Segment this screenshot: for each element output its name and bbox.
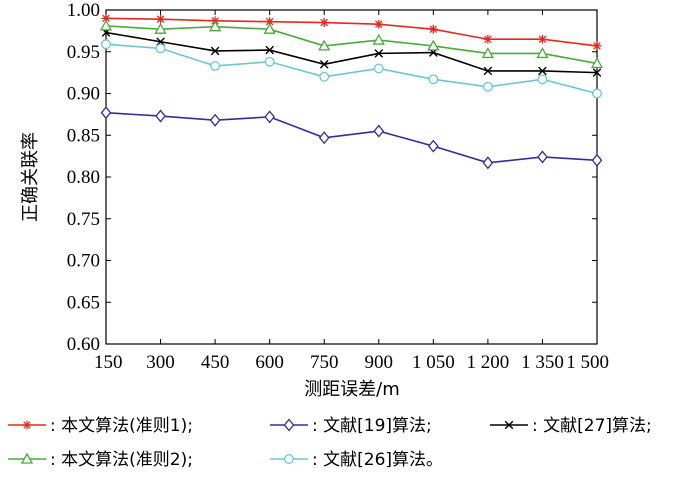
x-axis: 150 300 450 600 750 900 1 050 1 200 1 350 1 500	[94, 10, 609, 373]
legend-marker	[285, 455, 294, 464]
legend-label: : 本文算法(准则1);	[50, 416, 193, 436]
plot-area	[106, 10, 597, 344]
y-tick-label: 0.90	[67, 84, 100, 105]
legend-marker	[285, 420, 294, 431]
y-tick-label: 0.65	[67, 292, 100, 313]
series-line	[106, 44, 597, 93]
legend-item: : 本文算法(准则1);	[8, 416, 193, 436]
data-point	[374, 35, 384, 44]
legend: : 本文算法(准则1); : 文献[19]算法; : 文献[27]算法; : 本文算法…	[8, 416, 652, 470]
data-point	[265, 57, 274, 66]
y-axis-title: 正确关联率	[20, 132, 41, 222]
data-point	[483, 35, 492, 44]
data-point	[429, 75, 438, 84]
data-point	[320, 18, 329, 27]
data-point	[102, 107, 111, 118]
y-tick-label: 0.85	[67, 125, 100, 146]
data-point	[156, 44, 165, 53]
data-point	[593, 41, 602, 50]
series-line	[106, 18, 597, 46]
data-point	[265, 111, 274, 122]
x-tick-label: 1 050	[412, 352, 455, 373]
y-tick-label: 0.95	[67, 42, 100, 63]
series-line	[106, 113, 597, 163]
data-point	[156, 15, 165, 24]
data-point	[211, 62, 220, 71]
x-tick-label: 1 500	[566, 352, 609, 373]
x-tick-label: 600	[255, 352, 284, 373]
data-point	[483, 157, 492, 168]
data-point	[102, 40, 111, 49]
data-point	[156, 111, 165, 122]
series-3	[102, 29, 601, 77]
data-point	[593, 155, 602, 166]
legend-item: : 本文算法(准则2);	[8, 450, 193, 470]
x-tick-label: 1 200	[467, 352, 510, 373]
y-tick-label: 1.00	[67, 0, 100, 21]
legend-label: : 文献[26]算法。	[312, 450, 443, 470]
data-point	[429, 141, 438, 152]
data-point	[593, 89, 602, 98]
data-point	[538, 35, 547, 44]
x-tick-label: 900	[365, 352, 394, 373]
series-layer	[101, 14, 602, 168]
series-2	[102, 107, 602, 168]
y-tick-label: 0.70	[67, 251, 100, 272]
y-tick-label: 0.80	[67, 167, 100, 188]
legend-item: : 文献[26]算法。	[270, 450, 443, 470]
data-point	[429, 25, 438, 34]
data-point	[374, 126, 383, 137]
x-tick-label: 150	[94, 352, 123, 373]
legend-item: : 文献[19]算法;	[270, 416, 432, 436]
x-tick-label: 1 350	[521, 352, 564, 373]
data-point	[211, 115, 220, 126]
legend-label: : 本文算法(准则2);	[50, 450, 193, 470]
data-point	[484, 83, 493, 92]
legend-item: : 文献[27]算法;	[490, 416, 652, 436]
data-point	[320, 132, 329, 143]
x-axis-title: 测距误差/m	[304, 379, 400, 400]
data-point	[374, 64, 383, 73]
legend-label: : 文献[19]算法;	[312, 416, 432, 436]
data-point	[374, 20, 383, 29]
legend-marker	[23, 421, 32, 430]
line-chart: 0.600.650.700.750.800.850.900.951.00 150…	[0, 0, 700, 479]
x-tick-label: 750	[310, 352, 339, 373]
data-point	[538, 151, 547, 162]
legend-label: : 文献[27]算法;	[532, 416, 652, 436]
data-point	[538, 75, 547, 84]
series-5	[102, 40, 602, 98]
x-tick-label: 450	[201, 352, 230, 373]
data-point	[320, 73, 329, 82]
y-tick-label: 0.75	[67, 209, 100, 230]
x-tick-label: 300	[146, 352, 175, 373]
